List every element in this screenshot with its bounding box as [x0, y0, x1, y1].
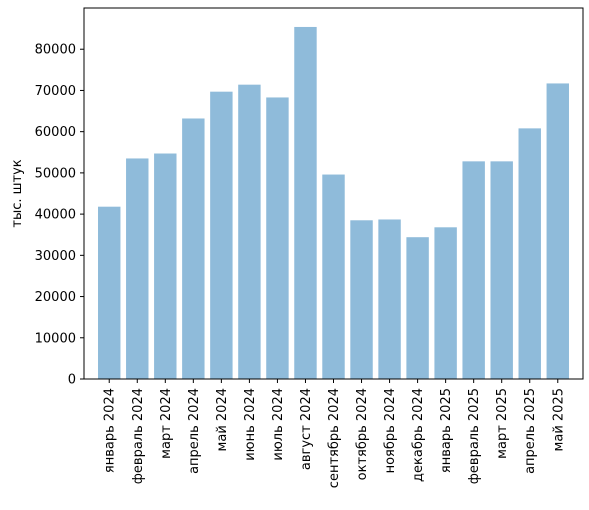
x-tick-label: октябрь 2024 — [355, 388, 370, 480]
x-tick-label: январь 2024 — [103, 388, 118, 473]
bar — [546, 83, 569, 379]
x-tick-label: февраль 2025 — [467, 388, 482, 484]
y-axis-ticks: 0 10000 20000 30000 40000 50000 60000 70000 8000… — [35, 43, 84, 388]
y-axis-label: тыс. штук — [10, 159, 25, 227]
y-tick-label: 70000 — [35, 84, 76, 99]
x-tick-label: ноябрь 2024 — [383, 388, 398, 473]
y-tick-label: 40000 — [35, 208, 76, 223]
plot-frame — [83, 7, 584, 380]
x-tick-label: апрель 2025 — [523, 388, 538, 474]
y-tick-label: 50000 — [35, 166, 76, 181]
y-tick-label: 10000 — [35, 331, 76, 346]
y-tick-label: 0 — [68, 373, 76, 388]
bar — [210, 91, 233, 380]
bar — [238, 84, 261, 380]
bar — [406, 237, 429, 379]
bar — [182, 118, 205, 379]
x-tick-label: май 2025 — [551, 388, 566, 451]
x-tick-label: апрель 2024 — [187, 388, 202, 474]
bar — [266, 97, 289, 379]
y-tick-label: 30000 — [35, 249, 76, 264]
bars-layer — [98, 26, 569, 380]
bar — [434, 227, 457, 379]
bar — [126, 158, 149, 379]
x-tick-label: март 2024 — [159, 388, 174, 459]
bar — [518, 128, 541, 379]
x-tick-label: август 2024 — [299, 388, 314, 470]
x-tick-label: май 2024 — [215, 388, 230, 451]
bar — [462, 161, 485, 379]
bar — [154, 153, 177, 379]
y-tick-label: 80000 — [35, 43, 76, 58]
x-tick-label: март 2025 — [495, 388, 510, 459]
y-tick-label: 60000 — [35, 125, 76, 140]
bar — [350, 220, 373, 379]
bar — [98, 206, 121, 379]
bar — [378, 219, 401, 379]
x-tick-label: декабрь 2024 — [411, 388, 426, 482]
x-tick-label: июнь 2024 — [243, 388, 258, 461]
x-tick-label: январь 2025 — [439, 388, 454, 473]
x-tick-label: февраль 2024 — [131, 388, 146, 484]
bar — [322, 174, 345, 379]
bar — [490, 161, 513, 379]
bar — [294, 26, 317, 380]
y-tick-label: 20000 — [35, 290, 76, 305]
x-axis-ticks: январь 2024 февраль 2024 март 2024 апрель 2… — [103, 379, 566, 488]
x-tick-label: июль 2024 — [271, 388, 286, 461]
x-tick-label: сентябрь 2024 — [327, 388, 342, 488]
